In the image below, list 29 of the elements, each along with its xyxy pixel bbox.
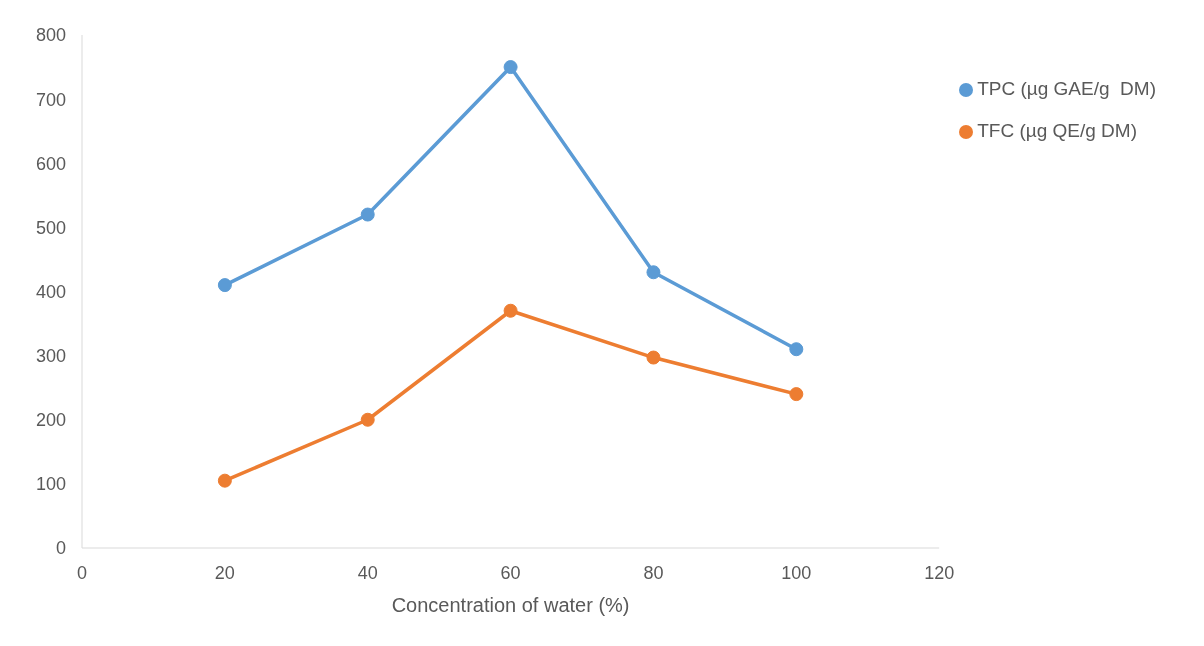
point <box>503 60 518 75</box>
y-tick-label: 400 <box>35 281 66 302</box>
point <box>360 207 375 222</box>
x-tick-label: 40 <box>357 562 378 583</box>
legend-label: TFC (µg QE/g DM) <box>977 120 1137 141</box>
point <box>217 278 232 293</box>
x-tick-label: 120 <box>924 562 955 583</box>
x-tick-label: 80 <box>643 562 664 583</box>
legend-label: TPC (µg GAE/g DM) <box>977 78 1156 99</box>
y-tick-label: 700 <box>35 89 66 110</box>
y-tick-label: 100 <box>35 474 66 495</box>
point <box>360 412 375 427</box>
point <box>789 342 804 357</box>
x-tick-label: 100 <box>781 562 812 583</box>
point <box>789 387 804 402</box>
point <box>217 473 232 488</box>
y-tick-label: 800 <box>35 25 66 46</box>
x-tick-label: 20 <box>214 562 235 583</box>
x-tick-label: 0 <box>76 562 88 583</box>
x-tick-label: 60 <box>500 562 521 583</box>
y-tick-label: 300 <box>35 346 66 367</box>
y-tick-label: 0 <box>55 538 66 559</box>
point <box>503 303 518 318</box>
point <box>646 350 661 365</box>
y-tick-label: 500 <box>35 217 66 238</box>
y-tick-label: 200 <box>35 410 66 431</box>
y-tick-label: 600 <box>35 153 66 174</box>
point <box>646 265 661 280</box>
x-axis-title: Concentration of water (%) <box>391 594 630 616</box>
